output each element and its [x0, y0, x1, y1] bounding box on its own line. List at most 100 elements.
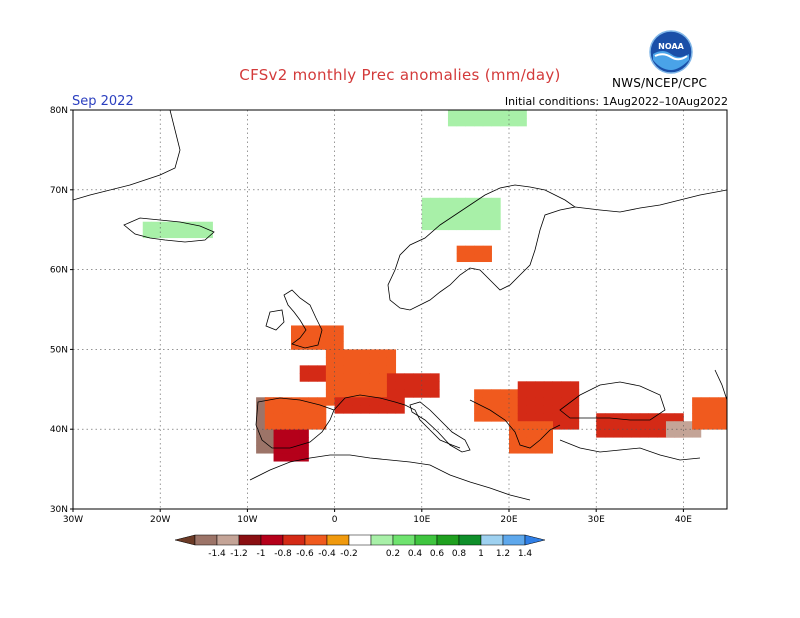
anomaly-cell-france — [369, 381, 379, 390]
anomaly-cell-caucasus — [718, 405, 727, 414]
anomaly-cell-russia-north — [631, 237, 641, 247]
anomaly-cell-balkans-east — [552, 381, 562, 390]
anomaly-cell-balkans-west — [509, 389, 519, 398]
anomaly-cell-balkans-east — [526, 397, 536, 406]
anomaly-cell-iberia-central — [291, 437, 301, 446]
anomaly-cell-france — [378, 357, 388, 366]
anomaly-cell-russia-north — [639, 213, 649, 223]
anomaly-cell-france — [369, 373, 379, 382]
anomaly-cell-caucasus — [700, 421, 710, 430]
anomaly-cell-france-south — [352, 405, 362, 414]
anomaly-cell-greenland — [107, 117, 117, 127]
anomaly-cell-balkans-west — [474, 397, 484, 406]
lon-tick-label: 10W — [237, 515, 257, 525]
anomaly-cell-russia-north — [648, 253, 658, 263]
anomaly-cell-iberia-central — [282, 453, 292, 462]
anomaly-cell-iberia-north — [317, 413, 327, 422]
anomaly-cell-russia-north — [657, 221, 667, 231]
anomaly-cell-france-south — [343, 405, 353, 414]
anomaly-cell-greece — [535, 421, 545, 430]
anomaly-cell-france-west — [299, 373, 309, 382]
anomaly-cell-iberia-west — [256, 437, 266, 446]
anomaly-cell-norway-north — [421, 221, 431, 231]
anomaly-cell-iceland — [177, 229, 187, 239]
anomaly-cell-iberia-north — [308, 413, 318, 422]
anomaly-cell-norway-north — [430, 221, 440, 231]
anomaly-cell-france — [378, 349, 388, 358]
anomaly-cell-sweden — [456, 245, 466, 255]
anomaly-cell-svalbard — [509, 117, 519, 127]
anomaly-cell-norway-north — [474, 205, 484, 215]
anomaly-cell-france-south — [334, 397, 344, 406]
anomaly-cell-iberia-north — [317, 421, 327, 430]
anomaly-cell-iberia-north — [273, 397, 283, 406]
anomaly-cell-iberia-north — [264, 421, 274, 430]
anomaly-cell-britain-south — [317, 341, 327, 350]
anomaly-cell-norway-north — [491, 205, 501, 215]
anomaly-cell-france — [352, 357, 362, 366]
anomaly-cell-turkey — [674, 413, 684, 422]
anomaly-cell-balkans-east — [570, 405, 580, 414]
anomaly-cell-france-west — [308, 365, 318, 374]
anomaly-cell-iberia-central — [273, 437, 283, 446]
anomaly-cell-balkans-west — [491, 405, 501, 414]
anomaly-cell-sweden — [474, 253, 484, 263]
colorbar-label: 0.2 — [386, 549, 400, 559]
anomaly-cell-russia-north — [622, 237, 632, 247]
colorbar-label: 1 — [478, 549, 484, 559]
anomaly-cell-balkans-east — [535, 397, 545, 406]
chart-title: CFSv2 monthly Prec anomalies (mm/day) — [239, 66, 561, 84]
anomaly-cell-norway-north — [465, 213, 475, 223]
anomaly-cell-turkey — [604, 421, 615, 430]
anomaly-cell-norway-north — [474, 197, 484, 207]
coastlines — [73, 110, 727, 501]
anomaly-cell-norway-north — [439, 221, 449, 231]
colorbar: -1.4 -1.2 -1 -0.8 -0.6 -0.4 -0.2 0.2 0.4 0.6 0.8 1 1… — [174, 534, 546, 559]
anomaly-cell-france-south — [334, 405, 344, 414]
anomaly-cell-iberia-central — [273, 453, 283, 462]
anomaly-cell-france-west — [308, 373, 318, 382]
anomaly-cell-greenland — [116, 125, 126, 135]
anomaly-cell-france-south — [360, 397, 370, 406]
anomaly-cell-britain-south — [299, 325, 309, 334]
anomaly-cell-norway-north — [456, 213, 466, 223]
anomaly-cell-iberia-north — [273, 413, 283, 422]
anomaly-cell-iceland — [195, 229, 205, 239]
anomaly-cell-caucasus — [700, 405, 710, 414]
anomaly-cell-greece — [509, 445, 519, 454]
colorbar-swatch — [392, 534, 416, 546]
anomaly-cell-iberia-north — [308, 405, 318, 414]
anomaly-cell-balkans-west — [491, 389, 501, 398]
colorbar-label: -1.4 — [208, 549, 226, 559]
anomaly-cell-britain-south — [291, 325, 301, 334]
anomaly-cell-sweden — [465, 245, 475, 255]
anomaly-cell-france — [334, 349, 344, 358]
anomaly-cell-russia-north — [648, 245, 658, 255]
anomaly-cell-france — [343, 349, 353, 358]
anomaly-cell-russia-north — [648, 213, 658, 223]
anomaly-cell-turkey-east — [674, 421, 684, 430]
anomaly-cell-russia-north — [613, 245, 623, 255]
anomaly-cell-france-west — [317, 373, 327, 382]
anomaly-cell-norway-north — [491, 197, 501, 207]
anomaly-cell-balkans-east — [561, 389, 571, 398]
anomaly-cell-caucasus — [692, 413, 702, 422]
anomaly-cell-balkans-east — [561, 421, 571, 430]
colorbar-swatch — [282, 534, 306, 546]
anomaly-cell-svalbard — [474, 110, 484, 119]
colorbar-swatch — [348, 534, 372, 546]
anomaly-cell-turkey — [639, 429, 649, 438]
anomaly-cell-turkey — [665, 413, 676, 422]
anomaly-cell-turkey — [631, 429, 641, 438]
anomaly-cell-britain-south — [325, 333, 335, 342]
anomaly-cell-balkans-east — [535, 389, 545, 398]
anomaly-cell-alps — [413, 389, 423, 398]
anomaly-cell-france — [360, 373, 370, 382]
anomaly-cell-iberia-central — [291, 429, 301, 438]
anomaly-cell-greenland — [90, 125, 100, 135]
anomaly-cell-svalbard — [447, 110, 458, 119]
anomaly-cell-caucasus — [718, 413, 727, 422]
anomaly-cell-turkey — [648, 421, 658, 430]
anomaly-cell-russia-north — [648, 229, 658, 239]
anomaly-cell-greece — [517, 437, 527, 446]
